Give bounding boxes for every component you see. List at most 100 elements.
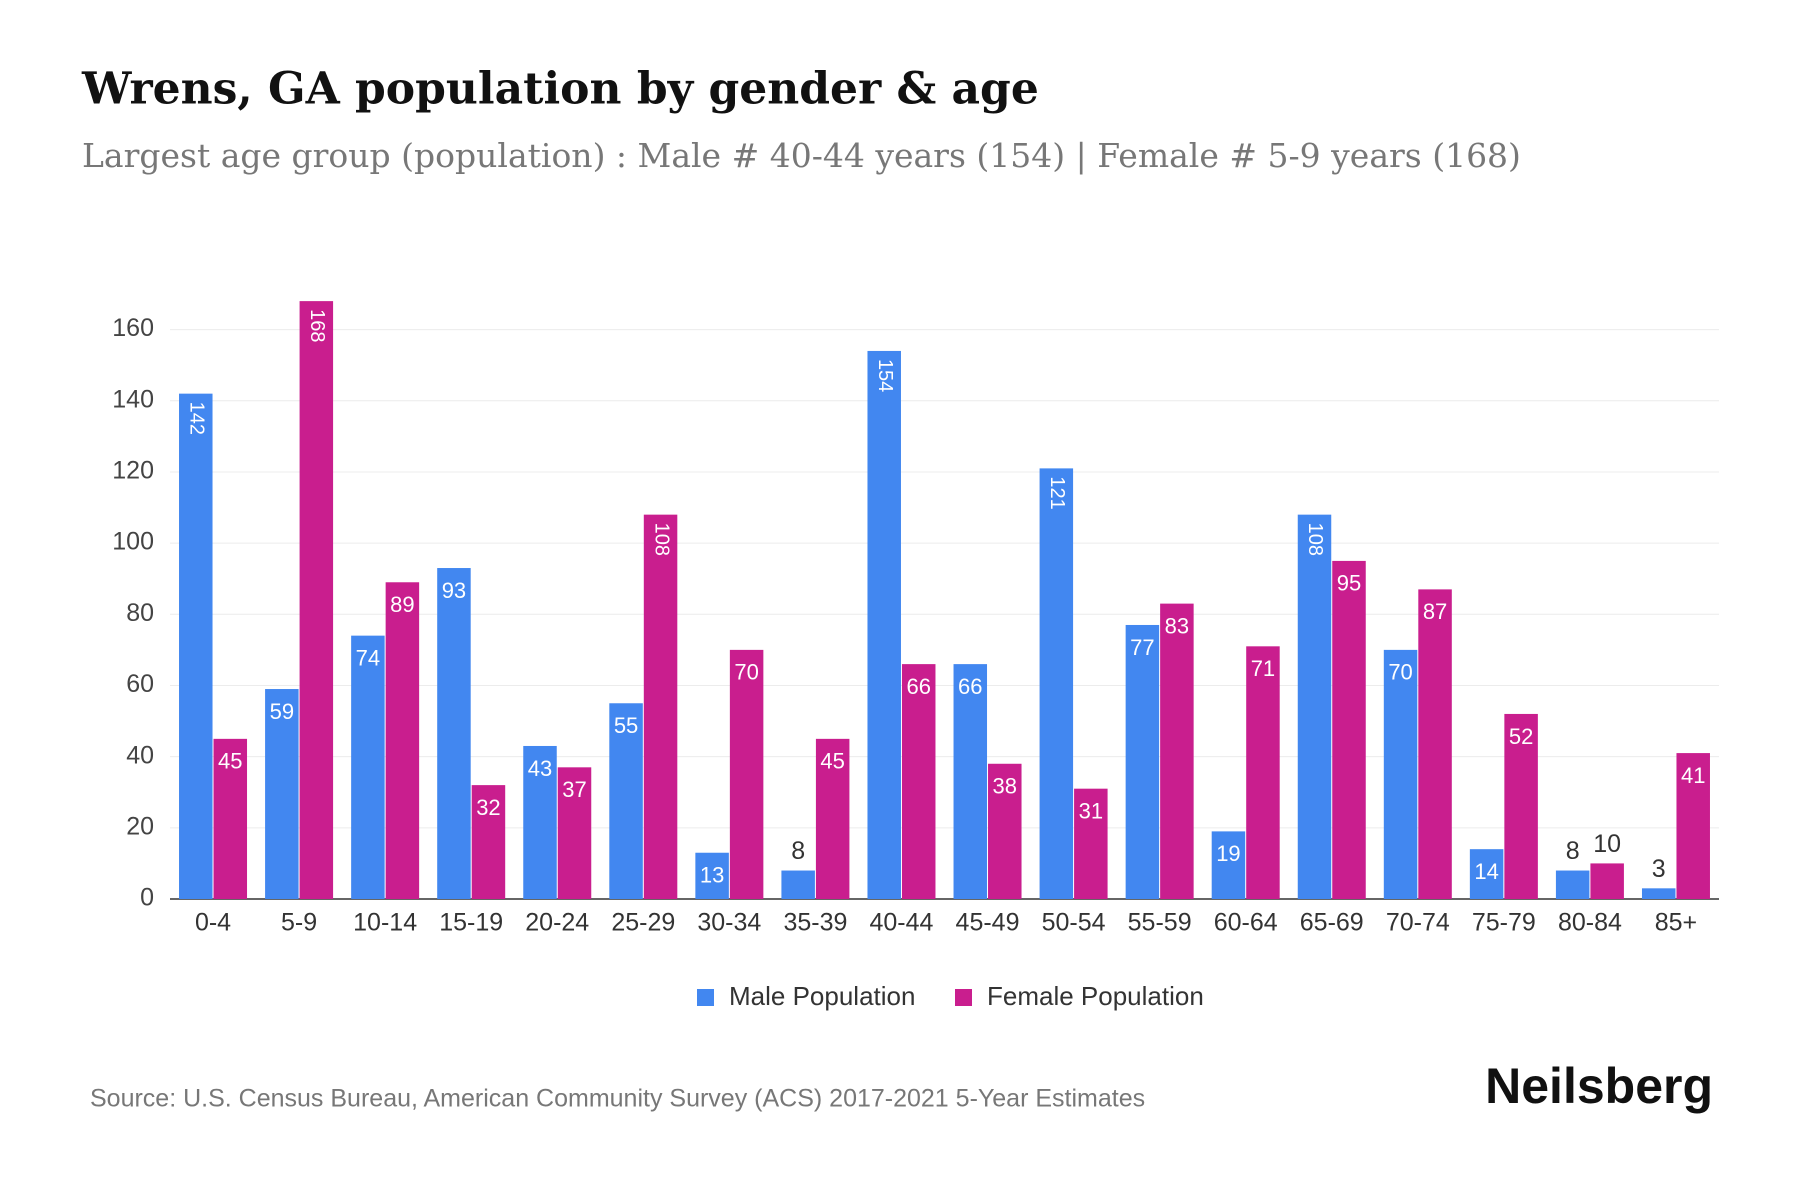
data-label: 37 bbox=[562, 777, 586, 802]
y-tick-label: 120 bbox=[112, 457, 154, 485]
data-label: 121 bbox=[1046, 476, 1068, 509]
bar bbox=[1125, 624, 1160, 899]
data-label: 41 bbox=[1681, 763, 1705, 788]
data-label: 71 bbox=[1251, 656, 1275, 681]
x-tick-label: 75-79 bbox=[1472, 909, 1536, 937]
legend-swatch bbox=[697, 989, 714, 1006]
bar bbox=[557, 767, 592, 899]
x-tick-label: 30-34 bbox=[697, 909, 761, 937]
bar bbox=[1504, 713, 1538, 899]
y-tick-label: 140 bbox=[112, 385, 154, 413]
x-tick-label: 35-39 bbox=[783, 909, 847, 937]
data-label: 19 bbox=[1216, 841, 1240, 866]
x-tick-label: 55-59 bbox=[1128, 909, 1192, 937]
x-tick-label: 40-44 bbox=[869, 909, 933, 937]
x-tick-label: 50-54 bbox=[1042, 909, 1106, 937]
data-label: 59 bbox=[270, 699, 294, 724]
x-tick-label: 0-4 bbox=[195, 909, 231, 937]
data-label: 77 bbox=[1130, 635, 1154, 660]
bar bbox=[523, 745, 557, 899]
bar bbox=[609, 703, 643, 899]
brand-logo: Neilsberg bbox=[1485, 1058, 1713, 1114]
bar bbox=[1039, 468, 1074, 899]
y-tick-label: 160 bbox=[112, 314, 154, 342]
data-label: 13 bbox=[700, 863, 724, 888]
data-label: 89 bbox=[390, 592, 414, 617]
y-tick-label: 80 bbox=[126, 599, 154, 627]
x-tick-label: 25-29 bbox=[611, 909, 675, 937]
data-label: 45 bbox=[218, 749, 242, 774]
bar bbox=[299, 301, 334, 899]
bar bbox=[351, 635, 385, 899]
bar bbox=[643, 514, 678, 899]
data-label: 66 bbox=[906, 674, 930, 699]
bar bbox=[1383, 649, 1418, 899]
bar bbox=[953, 664, 988, 899]
source-note: Source: U.S. Census Bureau, American Com… bbox=[90, 1085, 1145, 1113]
data-label: 95 bbox=[1337, 571, 1361, 596]
data-label: 45 bbox=[820, 749, 844, 774]
data-label: 154 bbox=[874, 359, 896, 392]
x-tick-label: 20-24 bbox=[525, 909, 589, 937]
data-label: 83 bbox=[1165, 613, 1189, 638]
bar bbox=[1418, 589, 1452, 899]
data-label: 70 bbox=[1388, 660, 1412, 685]
bar bbox=[1641, 888, 1676, 899]
bar bbox=[385, 582, 420, 899]
data-label: 168 bbox=[306, 309, 328, 342]
bar bbox=[1590, 863, 1624, 899]
bar bbox=[437, 568, 471, 899]
chart-subtitle: Largest age group (population) : Male # … bbox=[82, 136, 1521, 175]
data-label: 52 bbox=[1509, 724, 1533, 749]
data-label: 43 bbox=[528, 756, 552, 781]
bar bbox=[1160, 603, 1194, 899]
x-tick-label: 65-69 bbox=[1300, 909, 1364, 937]
x-tick-label: 85+ bbox=[1655, 909, 1697, 937]
y-tick-label: 40 bbox=[126, 741, 154, 769]
bar bbox=[1211, 831, 1246, 899]
bar bbox=[988, 763, 1022, 899]
data-label: 66 bbox=[958, 674, 982, 699]
legend-swatch bbox=[955, 989, 972, 1006]
legend-label: Female Population bbox=[987, 981, 1204, 1011]
x-tick-label: 70-74 bbox=[1386, 909, 1450, 937]
bar bbox=[781, 870, 815, 899]
bar bbox=[1332, 560, 1366, 899]
data-label: 93 bbox=[442, 578, 466, 603]
x-tick-label: 60-64 bbox=[1214, 909, 1278, 937]
legend-label: Male Population bbox=[729, 981, 915, 1011]
data-label: 142 bbox=[185, 402, 207, 435]
x-tick-label: 5-9 bbox=[281, 909, 317, 937]
data-label: 74 bbox=[356, 645, 380, 670]
data-label: 108 bbox=[1304, 523, 1326, 556]
bar bbox=[1074, 788, 1108, 899]
data-label: 108 bbox=[650, 523, 672, 556]
bar bbox=[179, 393, 213, 899]
bar bbox=[1297, 514, 1332, 899]
bar bbox=[1246, 646, 1280, 899]
bar bbox=[1555, 870, 1590, 899]
bar bbox=[1676, 753, 1710, 899]
bar bbox=[213, 738, 248, 899]
data-label: 87 bbox=[1423, 599, 1447, 624]
bar bbox=[729, 649, 764, 899]
y-tick-label: 60 bbox=[126, 670, 154, 698]
chart-title: Wrens, GA population by gender & age bbox=[81, 64, 1039, 115]
data-label: 3 bbox=[1652, 855, 1666, 883]
bar bbox=[901, 664, 936, 899]
data-label: 8 bbox=[1566, 837, 1580, 865]
data-label: 55 bbox=[614, 713, 638, 738]
bar bbox=[471, 785, 506, 899]
data-label: 31 bbox=[1079, 798, 1103, 823]
data-label: 32 bbox=[476, 795, 500, 820]
x-tick-label: 80-84 bbox=[1558, 909, 1622, 937]
bar bbox=[695, 852, 729, 899]
bar bbox=[867, 350, 901, 899]
x-tick-label: 45-49 bbox=[956, 909, 1020, 937]
data-label: 38 bbox=[993, 774, 1017, 799]
y-tick-label: 100 bbox=[112, 528, 154, 556]
data-label: 70 bbox=[734, 660, 758, 685]
bar bbox=[815, 738, 850, 899]
